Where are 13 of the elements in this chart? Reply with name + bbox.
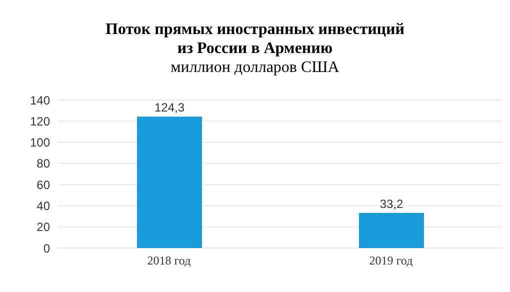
data-label: 33,2 (380, 196, 404, 211)
y-tick-label: 0 (43, 241, 50, 256)
chart-subtitle: миллион долларов США (170, 58, 340, 77)
y-tick-label: 20 (36, 220, 50, 234)
data-label: 124,3 (154, 100, 185, 115)
x-tick-label: 2018 год (147, 254, 191, 268)
y-tick-label: 100 (30, 136, 50, 150)
y-tick-label: 80 (36, 156, 50, 171)
y-tick-label: 120 (30, 114, 50, 128)
y-tick-label: 140 (30, 93, 50, 108)
y-tick-label: 40 (36, 198, 50, 213)
y-tick-label: 60 (36, 178, 50, 192)
x-tick-label: 2019 год (369, 254, 413, 268)
